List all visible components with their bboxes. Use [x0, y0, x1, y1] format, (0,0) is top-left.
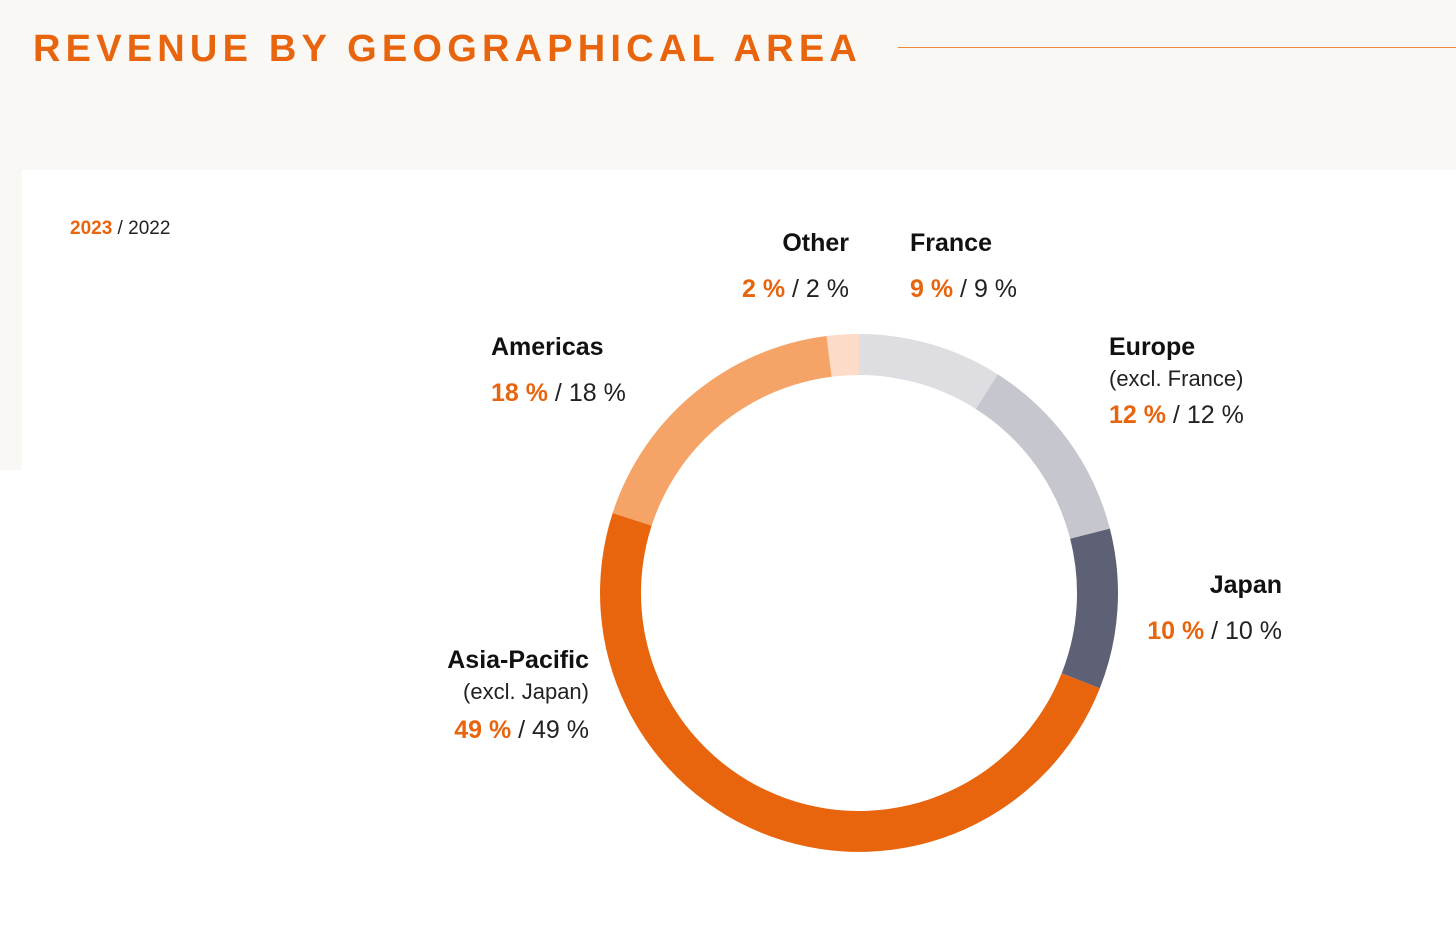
- segment-name: Other: [782, 229, 849, 257]
- segment-name: Europe: [1109, 333, 1196, 361]
- donut-segment-other: [826, 334, 859, 377]
- label-asia-pacific: Asia-Pacific (excl. Japan) 49 % / 49 %: [447, 643, 589, 747]
- left-band-strip: [0, 170, 22, 470]
- value-separator: /: [785, 275, 806, 303]
- segment-name: Japan: [1209, 571, 1282, 599]
- page-title: REVENUE BY GEOGRAPHICAL AREA: [33, 28, 863, 70]
- legend-current-year: 2023: [70, 218, 113, 239]
- donut-segment-france: [859, 334, 998, 409]
- label-other: Other 2 % / 2 %: [742, 226, 849, 306]
- value-separator: /: [1204, 617, 1226, 645]
- segment-subtitle: (excl. France): [1109, 366, 1244, 391]
- segment-values: 10 % / 10 %: [1147, 614, 1282, 648]
- label-japan: Japan 10 % / 10 %: [1147, 568, 1282, 648]
- value-2022: 2 %: [805, 275, 849, 303]
- segment-values: 2 % / 2 %: [742, 272, 849, 306]
- label-americas: Americas 18 % / 18 %: [491, 330, 626, 410]
- value-2022: 12 %: [1186, 401, 1244, 429]
- value-2022: 18 %: [568, 379, 626, 407]
- label-europe: Europe (excl. France) 12 % / 12 %: [1109, 330, 1244, 432]
- value-2022: 10 %: [1225, 617, 1282, 645]
- segment-values: 9 % / 9 %: [910, 272, 1017, 306]
- value-2023: 12 %: [1109, 401, 1166, 429]
- legend-previous-year: 2022: [128, 218, 171, 239]
- segment-name: Americas: [491, 333, 604, 361]
- donut-segment-europe: [975, 374, 1110, 539]
- segment-values: 12 % / 12 %: [1109, 398, 1244, 432]
- segment-subtitle: (excl. Japan): [463, 679, 589, 704]
- title-divider: [898, 47, 1456, 48]
- value-2023: 18 %: [491, 379, 548, 407]
- value-separator: /: [1165, 401, 1187, 429]
- value-separator: /: [953, 275, 974, 303]
- segment-values: 18 % / 18 %: [491, 376, 626, 410]
- value-2023: 49 %: [454, 716, 512, 744]
- donut-segment-asia-pacific: [600, 512, 1100, 852]
- year-legend: 2023 / 2022: [70, 218, 170, 240]
- segment-values: 49 % / 49 %: [447, 713, 589, 747]
- label-france: France 9 % / 9 %: [910, 226, 1017, 306]
- value-2023: 2 %: [741, 275, 786, 303]
- header-band: [0, 0, 1456, 170]
- value-2023: 10 %: [1147, 617, 1205, 645]
- donut-segment-japan: [1061, 528, 1118, 689]
- donut-segment-americas: [612, 336, 832, 526]
- value-2022: 49 %: [532, 716, 589, 744]
- legend-separator: /: [112, 218, 129, 239]
- value-separator: /: [547, 379, 569, 407]
- value-separator: /: [511, 716, 533, 744]
- value-2022: 9 %: [973, 275, 1018, 303]
- segment-name: France: [910, 229, 992, 257]
- segment-name: Asia-Pacific: [447, 646, 589, 674]
- value-2023: 9 %: [910, 275, 954, 303]
